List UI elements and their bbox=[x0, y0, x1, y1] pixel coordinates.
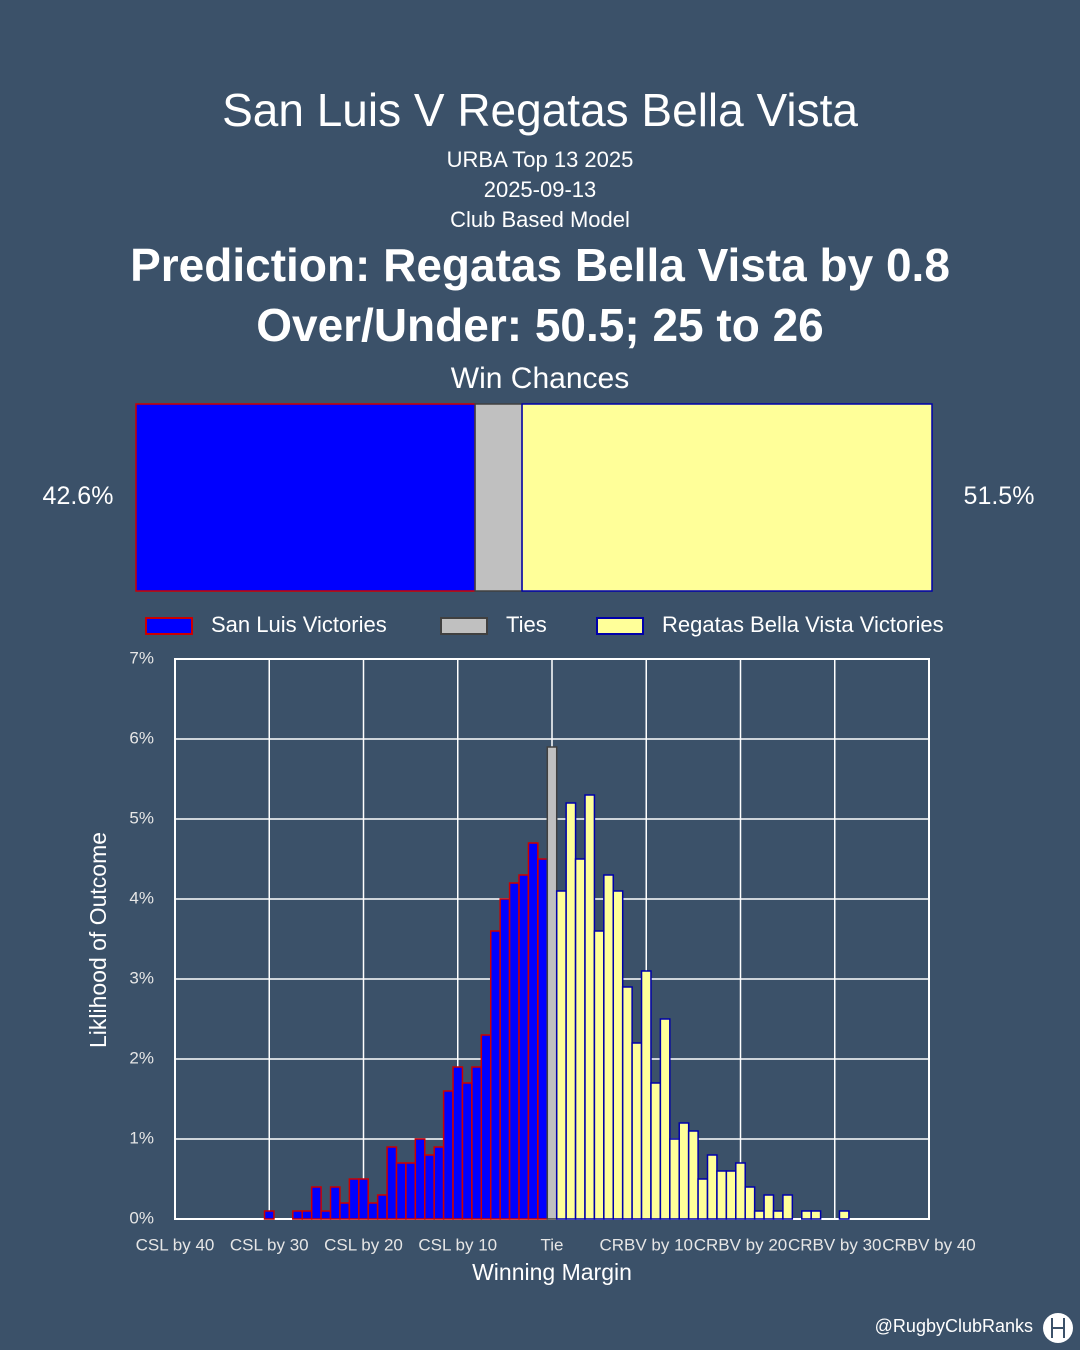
y-tick-label: 2% bbox=[129, 1048, 154, 1067]
histogram-bar bbox=[433, 1146, 445, 1220]
histogram-bar bbox=[292, 1210, 303, 1220]
histogram-bar bbox=[480, 1034, 492, 1220]
histogram-bar bbox=[744, 1186, 756, 1220]
x-tick-label: CRBV by 20 bbox=[694, 1235, 788, 1254]
histogram-bar bbox=[584, 794, 596, 1220]
y-tick-label: 6% bbox=[129, 728, 154, 747]
win-bar-segment bbox=[474, 403, 523, 592]
histogram-bar bbox=[301, 1210, 313, 1220]
legend-label: Regatas Bella Vista Victories bbox=[662, 612, 944, 637]
histogram-bar bbox=[574, 858, 586, 1220]
histogram-bar bbox=[612, 890, 624, 1220]
histogram-bar bbox=[603, 874, 615, 1220]
y-tick-label: 4% bbox=[129, 888, 154, 907]
legend-swatch bbox=[440, 617, 488, 635]
legend-label: San Luis Victories bbox=[211, 612, 387, 637]
model: Club Based Model bbox=[450, 207, 630, 232]
win-chances-title: Win Chances bbox=[451, 362, 629, 395]
histogram-bar bbox=[348, 1178, 360, 1220]
histogram-bar bbox=[442, 1090, 454, 1220]
x-tick-label: CRBV by 10 bbox=[599, 1235, 693, 1254]
histogram-bar bbox=[640, 970, 652, 1220]
histogram-bar bbox=[537, 858, 549, 1220]
histogram-bar bbox=[716, 1170, 728, 1220]
histogram-bar bbox=[518, 874, 530, 1220]
win-label: 42.6% bbox=[43, 482, 114, 510]
histogram-bar bbox=[499, 898, 511, 1220]
histogram-bar bbox=[838, 1210, 850, 1220]
histogram-bar bbox=[782, 1194, 794, 1220]
histogram-bar bbox=[697, 1178, 709, 1220]
x-tick-label: Tie bbox=[541, 1235, 564, 1254]
histogram-bar bbox=[367, 1202, 379, 1220]
histogram-bar bbox=[527, 842, 539, 1220]
histogram-bar bbox=[395, 1162, 407, 1220]
prediction: Prediction: Regatas Bella Vista by 0.8 bbox=[130, 239, 950, 291]
y-axis-label: Liklihood of Outcome bbox=[85, 832, 111, 1048]
over-under: Over/Under: 50.5; 25 to 26 bbox=[256, 299, 824, 351]
histogram-bar bbox=[565, 802, 577, 1220]
histogram-bar bbox=[687, 1130, 699, 1220]
histogram-bar bbox=[631, 1042, 643, 1220]
histogram-bar bbox=[376, 1194, 388, 1220]
x-tick-label: CRBV by 30 bbox=[788, 1235, 882, 1254]
x-tick-label: CRBV by 40 bbox=[882, 1235, 976, 1254]
histogram-bar bbox=[424, 1154, 435, 1220]
y-tick-label: 5% bbox=[129, 808, 154, 827]
x-tick-label: CSL by 30 bbox=[230, 1235, 309, 1254]
histogram-bar bbox=[489, 930, 501, 1220]
histogram-bar bbox=[405, 1162, 417, 1220]
y-tick-label: 0% bbox=[129, 1208, 154, 1227]
histogram-bar bbox=[772, 1210, 784, 1220]
histogram-bar bbox=[320, 1210, 332, 1220]
win-label: 51.5% bbox=[964, 482, 1035, 510]
win-bar-segment bbox=[521, 403, 933, 592]
histogram-bar bbox=[555, 890, 567, 1220]
y-tick-label: 3% bbox=[129, 968, 154, 987]
legend-swatch bbox=[145, 617, 193, 635]
histogram-bar bbox=[263, 1210, 275, 1220]
histogram-bar bbox=[706, 1154, 718, 1220]
histogram-bar bbox=[753, 1210, 765, 1220]
histogram-bar bbox=[621, 986, 633, 1220]
histogram-bar bbox=[810, 1210, 822, 1220]
histogram-bar bbox=[659, 1018, 671, 1220]
x-axis-label: Winning Margin bbox=[472, 1259, 632, 1285]
competition: URBA Top 13 2025 bbox=[447, 147, 634, 172]
x-tick-label: CSL by 10 bbox=[418, 1235, 497, 1254]
x-tick-label: CSL by 40 bbox=[136, 1235, 215, 1254]
title: San Luis V Regatas Bella Vista bbox=[222, 84, 858, 136]
histogram-bar bbox=[669, 1138, 680, 1220]
date: 2025-09-13 bbox=[484, 177, 597, 202]
y-tick-label: 7% bbox=[129, 648, 154, 667]
histogram-bar bbox=[339, 1202, 351, 1220]
x-tick-label: CSL by 20 bbox=[324, 1235, 403, 1254]
handle: @RugbyClubRanks bbox=[875, 1316, 1033, 1336]
histogram-bar bbox=[725, 1170, 737, 1220]
histogram-bar bbox=[593, 930, 605, 1220]
histogram-bar bbox=[508, 882, 520, 1220]
histogram-bar bbox=[763, 1194, 775, 1220]
logo bbox=[1043, 1313, 1073, 1343]
histogram-bar bbox=[414, 1138, 426, 1220]
histogram-bar bbox=[461, 1082, 473, 1220]
histogram-bar bbox=[452, 1066, 464, 1220]
histogram-bar bbox=[546, 746, 558, 1220]
histogram-bar bbox=[650, 1082, 662, 1220]
histogram-bar bbox=[386, 1146, 398, 1220]
win-bar-segment bbox=[135, 403, 476, 592]
histogram-bar bbox=[358, 1178, 369, 1220]
histogram-bar bbox=[678, 1122, 690, 1220]
y-tick-label: 1% bbox=[129, 1128, 154, 1147]
legend-label: Ties bbox=[506, 612, 547, 637]
histogram-bar bbox=[801, 1210, 812, 1220]
histogram-bar bbox=[310, 1186, 322, 1220]
histogram-bar bbox=[735, 1162, 746, 1220]
histogram-bar bbox=[329, 1186, 341, 1220]
histogram-bar bbox=[471, 1066, 483, 1220]
legend-swatch bbox=[596, 617, 644, 635]
